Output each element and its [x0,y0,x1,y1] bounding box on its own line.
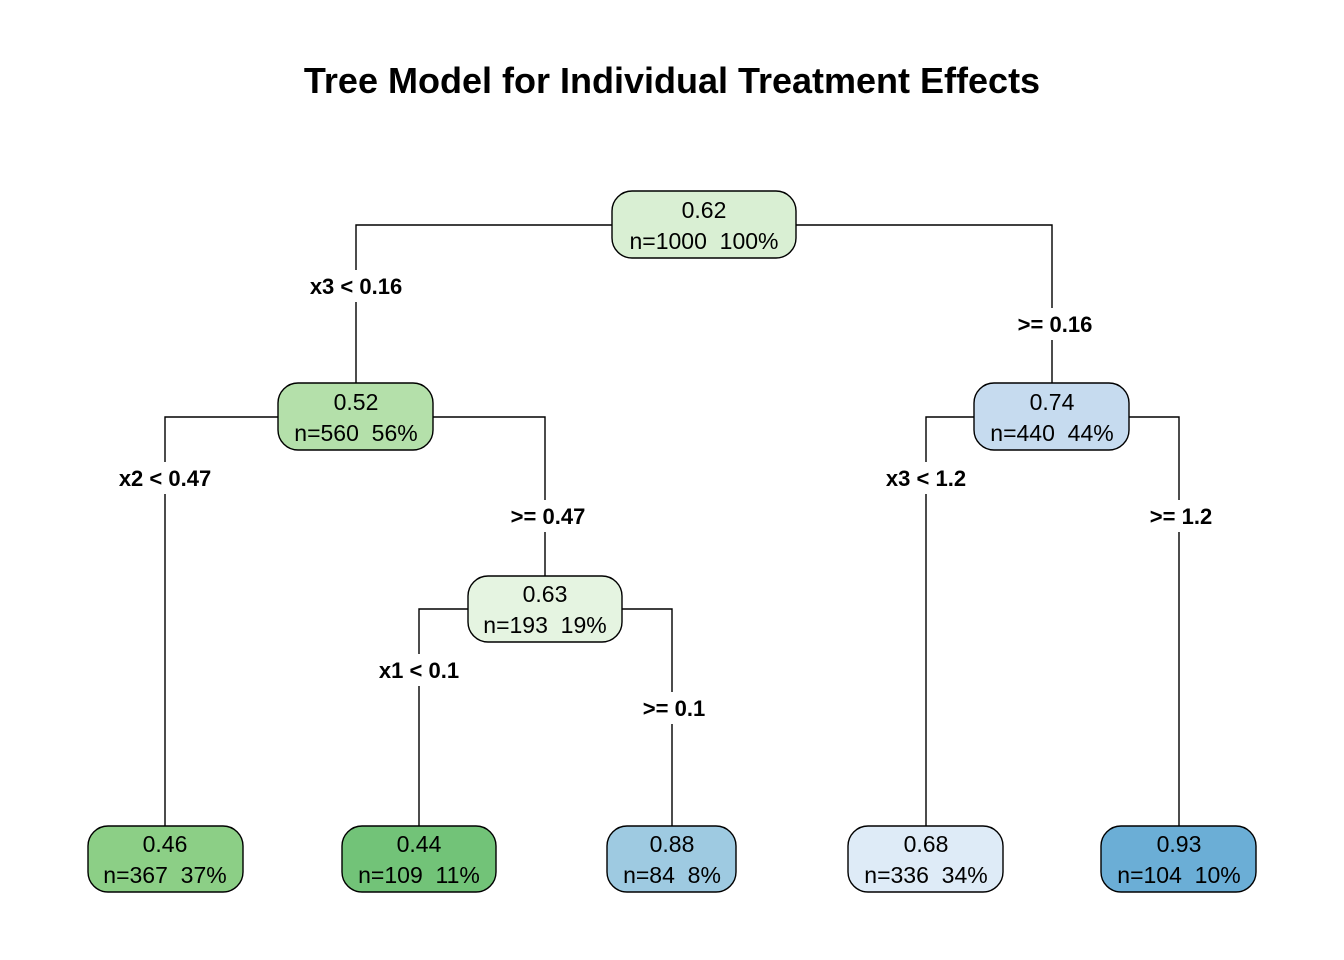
node-root: 0.62 n=1000 100% [611,190,797,259]
edge-root-left [355,224,612,383]
node-value-leaf10: 0.44 [397,831,442,857]
node-n5: 0.63 n=193 19% [467,575,623,643]
split-labels: x3 < 0.16 >= 0.16 x2 < 0.47 >= 0.47 x1 <… [105,270,1222,724]
node-value-n3: 0.74 [1030,389,1075,415]
leaf-node-7: 0.93 n=104 10% [1100,825,1257,893]
chart-title: Tree Model for Individual Treatment Effe… [304,60,1040,101]
edge-n3-right [1129,416,1180,826]
node-info-n3: n=440 44% [990,420,1113,446]
node-n3: 0.74 n=440 44% [973,382,1130,451]
node-info-leaf11: n=84 8% [623,862,721,888]
leaf-node-11: 0.88 n=84 8% [606,825,737,893]
leaf-node-4: 0.46 n=367 37% [87,825,244,893]
node-box-n5 [467,575,623,643]
node-info-root: n=1000 100% [630,228,779,254]
edge-n2-left [164,416,278,826]
split-label-n3-right: >= 1.2 [1150,504,1212,529]
node-box-leaf7 [1100,825,1257,893]
node-value-n2: 0.52 [334,389,379,415]
node-box-root [611,190,797,259]
node-info-n5: n=193 19% [483,612,606,638]
node-box-leaf10 [341,825,497,893]
split-label-n2-right: >= 0.47 [511,504,586,529]
split-label-root-right: >= 0.16 [1018,312,1093,337]
node-info-leaf10: n=109 11% [358,862,480,888]
node-value-n5: 0.63 [523,581,568,607]
edge-n2-right [433,416,546,576]
edge-n5-left [418,608,468,826]
node-info-leaf7: n=104 10% [1117,862,1240,888]
split-label-n5-left: x1 < 0.1 [379,658,459,683]
split-label-n2-left: x2 < 0.47 [119,466,211,491]
node-info-leaf4: n=367 37% [103,862,226,888]
node-n2: 0.52 n=560 56% [277,382,434,451]
node-value-root: 0.62 [682,197,727,223]
node-value-leaf7: 0.93 [1157,831,1202,857]
node-box-leaf6 [847,825,1004,893]
node-box-n2 [277,382,434,451]
edge-root-right [796,224,1053,383]
node-value-leaf11: 0.88 [650,831,695,857]
node-box-n3 [973,382,1130,451]
node-box-leaf4 [87,825,244,893]
split-label-n5-right: >= 0.1 [643,696,705,721]
tree-nodes: 0.62 n=1000 100% 0.52 n=560 56% 0.74 n=4… [87,190,1257,893]
node-box-leaf11 [606,825,737,893]
tree-edges [164,224,1180,826]
leaf-node-10: 0.44 n=109 11% [341,825,497,893]
split-label-n3-left: x3 < 1.2 [886,466,966,491]
leaf-node-6: 0.68 n=336 34% [847,825,1004,893]
edge-n5-right [622,608,673,826]
edge-n3-left [925,416,974,826]
node-info-leaf6: n=336 34% [864,862,987,888]
node-value-leaf4: 0.46 [143,831,188,857]
node-value-leaf6: 0.68 [904,831,949,857]
split-label-root-left: x3 < 0.16 [310,274,402,299]
node-info-n2: n=560 56% [294,420,417,446]
